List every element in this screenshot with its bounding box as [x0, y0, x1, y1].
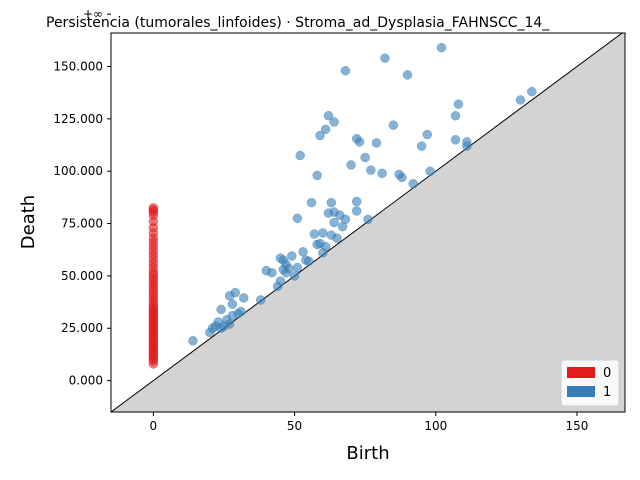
series-1-point	[371, 138, 382, 148]
x-tick-label: 150	[566, 419, 589, 433]
series-1-point	[450, 110, 461, 121]
series-1-point	[295, 150, 305, 161]
series-1-point	[284, 263, 294, 274]
series-1-point	[363, 214, 373, 225]
series-1-point	[425, 166, 435, 176]
series-1-point	[318, 228, 328, 238]
y-tick-label: 0.000	[69, 374, 103, 388]
series-1-point	[315, 130, 325, 141]
y-tick-label: 100.000	[53, 164, 103, 178]
series-1-point	[312, 170, 322, 181]
series-1-point	[332, 233, 342, 243]
series-1-point	[292, 262, 303, 273]
series-1-point	[346, 160, 356, 170]
series-1-point	[238, 293, 249, 303]
series-1-point	[286, 251, 297, 261]
x-tick-label: 100	[424, 419, 447, 433]
series-1-point	[340, 65, 351, 76]
series-1-point	[436, 42, 447, 53]
series-1-point	[340, 214, 351, 225]
y-tick-label: 150.000	[53, 60, 103, 74]
series-1-point	[267, 268, 277, 278]
series-1-point	[402, 70, 413, 80]
y-axis-title: Death	[18, 195, 39, 249]
x-axis-title: Birth	[346, 443, 389, 464]
series-1-point	[303, 256, 314, 266]
legend-swatch-1	[567, 386, 595, 397]
series-1-point	[329, 217, 339, 228]
series-1-point	[462, 141, 472, 151]
series-1-point	[306, 197, 317, 208]
series-0-point	[148, 203, 159, 213]
series-1-point	[216, 304, 226, 315]
series-1-point	[224, 319, 235, 329]
series-1-point	[397, 172, 407, 183]
series-1-point	[360, 152, 370, 163]
series-1-point	[422, 129, 433, 140]
x-tick-label: 50	[287, 419, 302, 433]
plot-area	[111, 33, 625, 412]
series-1-point	[298, 247, 308, 257]
chart-title: Persistencia (tumorales_linfoides) · Str…	[46, 15, 550, 31]
series-1-point	[309, 229, 320, 239]
y-tick-label: 125.000	[53, 112, 103, 126]
series-1-point	[289, 271, 300, 281]
series-1-point	[227, 299, 238, 309]
series-1-point	[320, 241, 331, 252]
series-1-point	[366, 165, 376, 175]
series-1-point	[323, 110, 334, 121]
series-1-point	[453, 99, 464, 109]
series-1-point	[515, 95, 526, 105]
series-1-point	[320, 124, 331, 135]
series-1-point	[351, 196, 362, 207]
legend-label-0: 0	[603, 366, 611, 381]
series-1-point	[351, 206, 362, 216]
series-1-point	[450, 135, 461, 145]
y-tick-label-infinity: +∞	[83, 7, 103, 21]
x-tick-label: 0	[150, 419, 158, 433]
series-1-point	[230, 287, 241, 298]
y-tick-label: 25.000	[61, 321, 103, 335]
series-1-point	[354, 137, 365, 147]
series-1-point	[527, 86, 537, 97]
series-1-point	[380, 53, 390, 63]
series-1-point	[408, 179, 418, 189]
series-1-point	[188, 336, 198, 346]
y-tick-label: 50.000	[61, 269, 103, 283]
legend: 01	[560, 359, 620, 407]
y-tick-label: 75.000	[61, 217, 103, 231]
axes: 0 50 100 150 0.000 25.000 50.000 75.000 100.000 1…	[53, 7, 626, 433]
series-1-point	[326, 197, 337, 208]
series-1-point	[275, 276, 286, 286]
series-1-point	[377, 168, 387, 179]
series-1-point	[292, 213, 303, 224]
legend-label-1: 1	[603, 385, 611, 400]
series-1-point	[236, 306, 246, 317]
legend-swatch-0	[567, 367, 595, 378]
series-1-point	[388, 120, 399, 130]
series-1-point	[329, 117, 339, 127]
series-1-point	[416, 141, 427, 151]
plot-frame	[110, 32, 626, 413]
series-1-point	[255, 295, 266, 305]
